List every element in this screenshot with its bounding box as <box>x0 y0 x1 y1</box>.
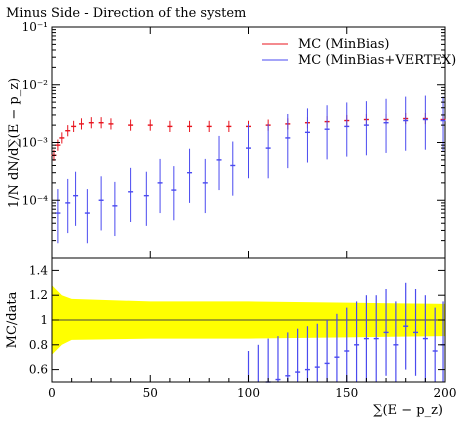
y-tick-label: 0.6 <box>29 363 48 377</box>
legend-label-minbias: MC (MinBias) <box>298 37 390 52</box>
ratio-series-0 <box>247 282 446 383</box>
y-tick-label: 10⁻⁴ <box>22 193 49 207</box>
x-tick-label: 100 <box>237 386 260 400</box>
x-axis-label: ∑(E − p_z) <box>373 403 443 418</box>
legend-label-minbias-vertex: MC (MinBias+VERTEX) <box>298 53 456 68</box>
y-tick-label: 1 <box>40 313 48 327</box>
legend: MC (MinBias) MC (MinBias+VERTEX) <box>262 37 456 68</box>
x-tick-label: 200 <box>434 386 457 400</box>
main-panel: 10⁻¹ 10⁻² 10⁻³ 10⁻⁴ 1/N dN/d∑(E − p_z) MC (… <box>7 20 456 259</box>
series-1 <box>55 95 446 244</box>
ratio-panel: 0.6 0.8 1 1.2 1.4 0 50 100 150 200 MC/data ∑(E − … <box>5 257 457 418</box>
y-tick-label: 1.4 <box>29 263 48 277</box>
chart-title: Minus Side - Direction of the system <box>6 6 246 21</box>
x-tick-label: 50 <box>143 386 158 400</box>
ratio-y-axis-label: MC/data <box>5 291 20 348</box>
x-tick-label: 0 <box>48 386 56 400</box>
y-tick-label: 1.2 <box>29 288 48 302</box>
y-tick-label: 10⁻² <box>22 78 49 92</box>
main-y-axis-label: 1/N dN/d∑(E − p_z) <box>7 78 22 208</box>
y-tick-label: 0.8 <box>29 338 48 352</box>
y-tick-label: 10⁻³ <box>22 136 49 150</box>
x-tick-label: 150 <box>335 386 358 400</box>
y-tick-label: 10⁻¹ <box>22 20 48 34</box>
